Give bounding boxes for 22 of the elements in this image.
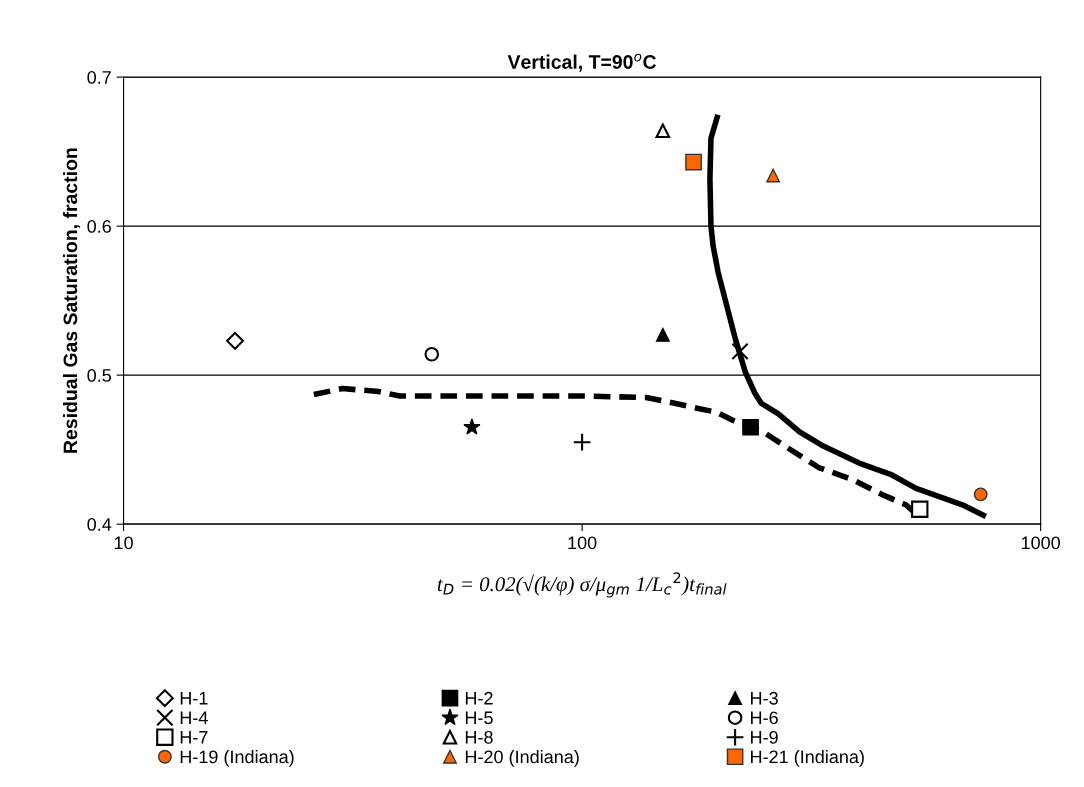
legend-label: H-2 [465, 691, 493, 705]
y-tick-label: 0.4 [87, 518, 112, 531]
x-tick-label: 100 [568, 536, 597, 550]
legend-label: H-3 [751, 691, 778, 705]
legend-label: H-1 [180, 692, 208, 705]
x-tick-label: 10 [114, 536, 133, 550]
legend-label: H-5 [465, 711, 493, 725]
text: t$_{D}$ = 0.02(√(k/φ) σ/μ$_{gm}$ 1/L$_{c}$$^{2}$)t$_{final}$ [437, 572, 727, 598]
legend-label: H-21 (Indiana) [751, 749, 864, 767]
x-tick-label: 1000 [1021, 536, 1061, 550]
y-tick-label: 0.5 [87, 369, 112, 382]
legend-label: H-4 [180, 711, 208, 724]
y-tick-label: 0.7 [87, 71, 111, 84]
chart-title: Vertical, T=90$^{o}$C [507, 53, 657, 72]
legend-label: H-19 (Indiana) [180, 749, 294, 767]
legend-label: H-7 [180, 731, 208, 744]
legend-label: H-9 [751, 730, 778, 744]
y-tick-label: 0.6 [87, 220, 111, 233]
legend-label: H-6 [751, 711, 778, 725]
legend-label: H-20 (Indiana) [465, 749, 579, 767]
y-axis-title: Residual Gas Saturation, fraction [62, 148, 81, 453]
legend-label: H-8 [465, 730, 493, 744]
